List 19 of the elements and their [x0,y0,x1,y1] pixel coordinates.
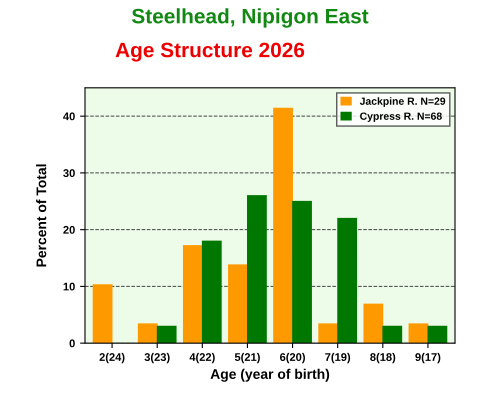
x-tick-label: 9(17) [415,352,440,364]
x-axis-title: Age (year of birth) [210,368,330,382]
x-tick-label: 4(22) [190,352,215,364]
x-tick-label: 8(18) [370,352,396,364]
y-tick-label: 30 [63,169,75,178]
y-tick-label: 20 [63,226,75,234]
y-tick-label: 40 [63,112,75,120]
x-tick-label: 3(23) [144,352,170,364]
y-axis-title: Percent of Total [36,164,46,266]
chart-title: Steelhead, Nipigon East [132,8,368,28]
y-tick-label: 0 [70,339,75,348]
x-tick-label: 6(20) [280,352,305,364]
chart-subtitle: Age Structure 2026 [116,42,304,62]
y-tick-label: 10 [64,282,75,291]
legend-label: Cypress R. N=68 [360,112,442,122]
legend-label: Jackpine R. N=29 [360,97,446,107]
x-tick-label: 5(21) [234,352,260,364]
x-tick-label: 7(19) [325,352,350,364]
x-tick-label: 2(24) [99,352,124,364]
